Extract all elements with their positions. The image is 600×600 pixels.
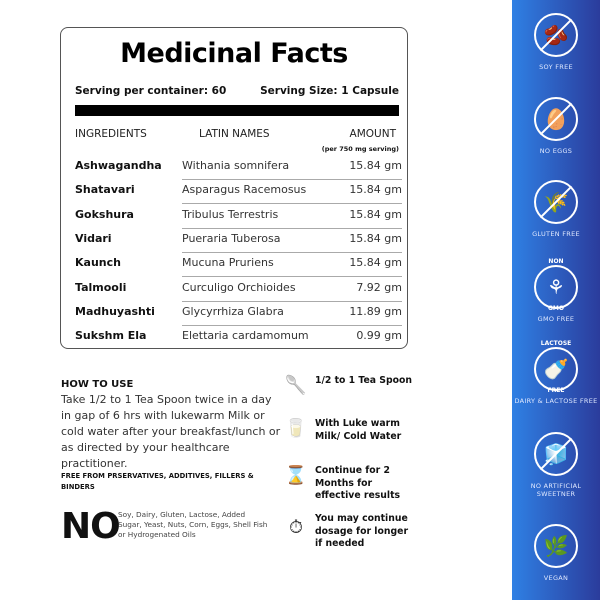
latin-name: Glycyrrhiza Glabra bbox=[182, 304, 284, 318]
ingredient-name: Shatavari bbox=[75, 183, 135, 197]
badge-dairy-lactose-free: 🍼 LACTOSE FREE DAIRY & LACTOSE FREE bbox=[512, 340, 600, 405]
stopwatch-icon: ⏱ bbox=[288, 517, 304, 538]
ingredient-name: Gokshura bbox=[75, 207, 134, 221]
slash-mark bbox=[539, 437, 573, 471]
row-divider bbox=[182, 324, 402, 326]
dietary-badges-sidebar: 🫘SOY FREE🥚NO EGGS🌾GLUTEN FREE⚘NONGMOGMO … bbox=[512, 0, 600, 600]
ingredient-row: Ashwagandha Withania somnifera 15.84 gm bbox=[61, 156, 409, 180]
badge-soy-free: 🫘 SOY FREE bbox=[512, 13, 600, 71]
ring-bottom-text: GMO bbox=[548, 305, 564, 312]
amount: 15.84 gm bbox=[349, 256, 402, 270]
serving-per-container: Serving per container: 60 bbox=[75, 85, 227, 97]
badge-gmo-free: ⚘ NON GMO GMO FREE bbox=[512, 258, 600, 323]
step-spoon: 🥄 1/2 to 1 Tea Spoon bbox=[282, 375, 412, 405]
ingredient-name: Ashwagandha bbox=[75, 159, 162, 172]
step-hourglass: ⌛ Continue for 2 Months for effective res… bbox=[282, 465, 402, 505]
ingredient-row: Madhuyashti Glycyrrhiza Glabra 11.89 gm bbox=[61, 302, 409, 326]
latin-name: Tribulus Terrestris bbox=[182, 207, 279, 221]
step-stopwatch: ⏱ You may continue dosage for longer if n… bbox=[282, 513, 408, 553]
badge-gluten-free: 🌾 GLUTEN FREE bbox=[512, 180, 600, 238]
ingredient-row: Sukshm Ela Elettaria cardamomum 0.99 gm bbox=[61, 326, 409, 350]
hourglass-icon: ⌛ bbox=[284, 465, 308, 486]
ring-top-text: NON bbox=[548, 258, 564, 265]
step-text: With Luke warm Milk/ Cold Water bbox=[315, 418, 402, 442]
soy-icon: 🫘 bbox=[534, 13, 578, 57]
ingredient-row: Vidari Pueraria Tuberosa 15.84 gm bbox=[61, 229, 409, 253]
amount: 15.84 gm bbox=[349, 159, 402, 172]
badge-label: NO EGGS bbox=[539, 147, 573, 155]
ingredient-name: Madhuyashti bbox=[75, 304, 155, 318]
badge-label: VEGAN bbox=[543, 574, 569, 582]
latin-name: Withania somnifera bbox=[182, 159, 290, 172]
row-divider bbox=[182, 251, 402, 253]
non-gmo-icon: ⚘ NON GMO bbox=[534, 258, 578, 312]
amount: 0.99 gm bbox=[356, 329, 402, 343]
ingredient-name: Sukshm Ela bbox=[75, 329, 147, 343]
how-to-use-title: HOW TO USE bbox=[61, 379, 134, 390]
badge-no-eggs: 🥚 NO EGGS bbox=[512, 97, 600, 155]
milk-bottle-icon: 🍼 LACTOSE FREE bbox=[534, 340, 578, 394]
ingredient-row: Kaunch Mucuna Pruriens 15.84 gm bbox=[61, 253, 409, 278]
ingredient-name: Kaunch bbox=[75, 256, 121, 270]
amount: 15.84 gm bbox=[349, 183, 402, 197]
spoon-icon: 🥄 bbox=[284, 375, 308, 396]
latin-name: Curculigo Orchioides bbox=[182, 280, 296, 294]
wheat-icon: 🌾 bbox=[534, 180, 578, 224]
latin-name: Asparagus Racemosus bbox=[182, 183, 307, 197]
latin-name: Mucuna Pruriens bbox=[182, 256, 274, 270]
badge-label: DAIRY & LACTOSE FREE bbox=[514, 397, 598, 405]
serving-size: Serving Size: 1 Capsule bbox=[260, 85, 399, 97]
step-text: 1/2 to 1 Tea Spoon bbox=[315, 375, 413, 386]
amount: 15.84 gm bbox=[349, 207, 402, 221]
egg-icon: 🥚 bbox=[534, 97, 578, 141]
no-list-text: Soy, Dairy, Gluten, Lactose, Added Sugar… bbox=[118, 510, 268, 539]
slash-mark bbox=[539, 18, 573, 52]
header-ingredients: INGREDIENTS bbox=[75, 128, 147, 140]
row-divider bbox=[182, 203, 402, 205]
step-glass: 🥛 With Luke warm Milk/ Cold Water bbox=[282, 418, 402, 448]
amount: 11.89 gm bbox=[349, 304, 402, 318]
how-to-use-body: Take 1/2 to 1 Tea Spoon twice in a day i… bbox=[61, 393, 281, 470]
header-amount: AMOUNT bbox=[349, 128, 396, 140]
badge-label: NO ARTIFICIAL SWEETNER bbox=[530, 482, 582, 498]
glass-icon: 🥛 bbox=[284, 418, 308, 439]
amount: 15.84 gm bbox=[349, 231, 402, 245]
facts-title: Medicinal Facts bbox=[120, 38, 348, 69]
step-text: You may continue dosage for longer if ne… bbox=[315, 513, 409, 549]
badge-label: GLUTEN FREE bbox=[532, 230, 580, 238]
badge-label: GMO FREE bbox=[537, 315, 575, 323]
row-divider bbox=[182, 276, 402, 278]
header-latin: LATIN NAMES bbox=[199, 128, 270, 140]
amount-note: (per 750 mg serving) bbox=[321, 145, 399, 153]
step-text: Continue for 2 Months for effective resu… bbox=[315, 465, 401, 501]
ingredient-row: Talmooli Curculigo Orchioides 7.92 gm bbox=[61, 278, 409, 302]
row-divider bbox=[182, 227, 402, 229]
slash-mark bbox=[539, 102, 573, 136]
ingredient-row: Gokshura Tribulus Terrestris 15.84 gm bbox=[61, 205, 409, 229]
ingredient-row: Shatavari Asparagus Racemosus 15.84 gm bbox=[61, 180, 409, 205]
ring-bottom-text: FREE bbox=[547, 387, 565, 394]
badge-no-artificial-sweetner: 🧊 NO ARTIFICIAL SWEETNER bbox=[512, 432, 600, 498]
leaf-icon: 🌿 bbox=[534, 524, 578, 568]
divider-bar bbox=[75, 105, 399, 116]
badge-label: SOY FREE bbox=[539, 63, 573, 71]
no-big-text: NO bbox=[61, 506, 121, 547]
slash-mark bbox=[539, 185, 573, 219]
latin-name: Elettaria cardamomum bbox=[182, 329, 309, 343]
latin-name: Pueraria Tuberosa bbox=[182, 231, 281, 245]
medicinal-facts-panel: Medicinal Facts Serving per container: 6… bbox=[60, 27, 408, 349]
ingredient-name: Talmooli bbox=[75, 280, 127, 294]
sugar-cubes-icon: 🧊 bbox=[534, 432, 578, 476]
ring-top-text: LACTOSE bbox=[540, 340, 572, 347]
row-divider bbox=[182, 179, 402, 180]
ingredient-name: Vidari bbox=[75, 231, 112, 245]
row-divider bbox=[182, 300, 402, 302]
free-from-text: FREE FROM PRSERVATIVES, ADDITIVES, FILLE… bbox=[61, 472, 254, 491]
amount: 7.92 gm bbox=[356, 280, 402, 294]
badge-vegan: 🌿 VEGAN bbox=[512, 524, 600, 582]
how-to-use: HOW TO USE Take 1/2 to 1 Tea Spoon twice… bbox=[61, 379, 281, 472]
